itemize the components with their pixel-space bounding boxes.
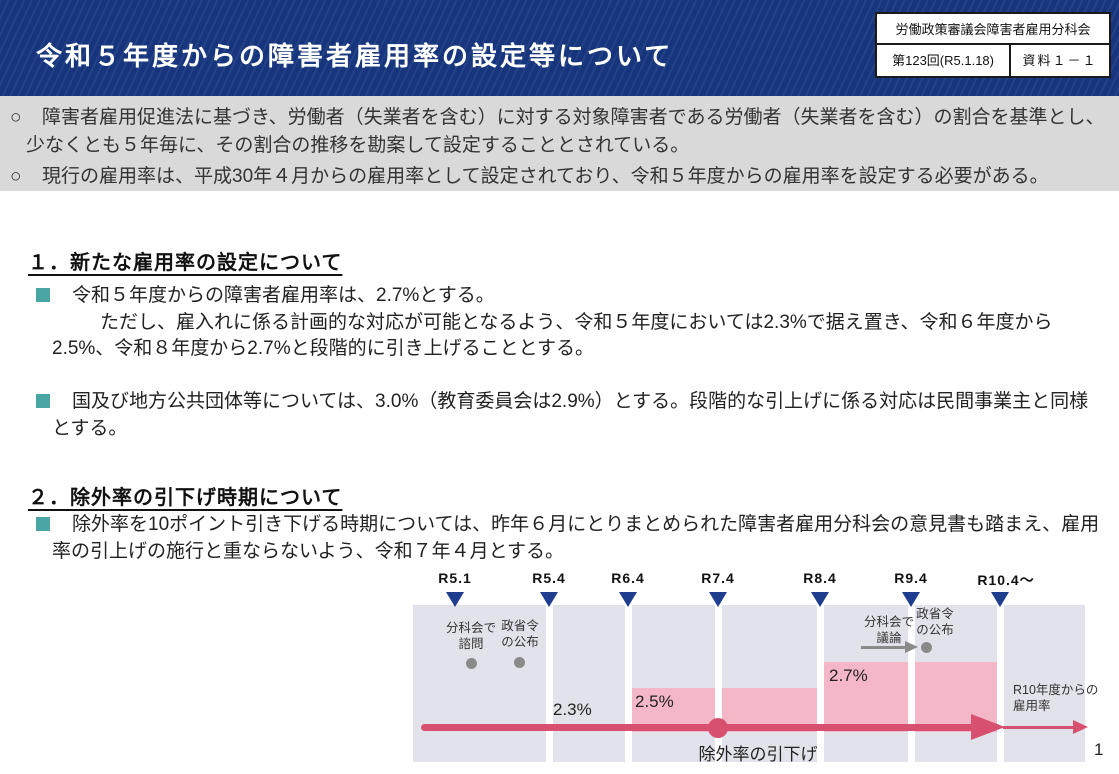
committee-name: 労働政策審議会障害者雇用分科会 [877, 14, 1109, 45]
square-bullet-icon [36, 394, 50, 408]
milestone-label-r10-4: R10.4～ [977, 572, 1035, 588]
gray-arrow-icon [861, 646, 905, 649]
square-bullet-icon [36, 517, 50, 531]
circle-bullet-icon: ○ [10, 166, 22, 188]
milestone-label-r6-4: R6.4 [611, 570, 645, 586]
timeline-diagram: R5.1 R5.4 R6.4 R7.4 R8.4 R9.4 R10.4～ 分科会… [413, 570, 1103, 770]
triangle-marker-icon [991, 592, 1009, 607]
summary-box: ○ 障害者雇用促進法に基づき、労働者（失業者を含む）に対する対象障害者である労働者… [0, 96, 1119, 191]
annotation-discuss: 分科会で議論 [863, 615, 914, 646]
red-arrowhead-icon [971, 714, 1005, 740]
document-number: 資料１－１ [1022, 53, 1098, 68]
square-bullet-icon [36, 288, 50, 302]
summary-point-1-text: 障害者雇用促進法に基づき、労働者（失業者を含む）に対する対象障害者である労働者（… [26, 107, 1105, 157]
section1-heading: １．新たな雇用率の設定について [28, 252, 343, 274]
section2-item1: 除外率を10ポイント引き下げる時期については、昨年６月にとりまとめられた障害者雇… [36, 512, 1104, 565]
continuation-line [1003, 726, 1075, 729]
milestone-label-r5-4: R5.4 [532, 570, 566, 586]
rate-block-2-7 [818, 662, 997, 732]
summary-point-1: ○ 障害者雇用促進法に基づき、労働者（失業者を含む）に対する対象障害者である労働者… [10, 104, 1109, 160]
gray-arrowhead-icon [905, 641, 918, 653]
section2-item1-text: 除外率を10ポイント引き下げる時期については、昨年６月にとりまとめられた障害者雇… [52, 514, 1100, 562]
page-number: 1 [1094, 740, 1104, 759]
milestone-label-r9-4: R9.4 [894, 570, 928, 586]
section1-item2: 国及び地方公共団体等については、3.0%（教育委員会は2.9%）とする。段階的な… [36, 389, 1104, 442]
timeline-divider [715, 605, 722, 762]
annotation-consult: 分科会で諮問 [445, 621, 496, 652]
exclusion-rate-label: 除外率の引下げ [698, 745, 818, 764]
triangle-marker-icon [811, 592, 829, 607]
page-title: 令和５年度からの障害者雇用率の設定等について [36, 41, 674, 71]
section1-item2-text: 国及び地方公共団体等については、3.0%（教育委員会は2.9%）とする。段階的な… [52, 391, 1089, 439]
exclusion-point-dot [708, 718, 728, 738]
triangle-marker-icon [619, 592, 637, 607]
annotation-future-rate: R10年度からの雇用率 [1013, 683, 1099, 714]
annotation-publish-2: 政省令の公布 [916, 607, 954, 638]
section1-item1: 令和５年度からの障害者雇用率は、2.7%とする。 ただし、雇入れに係る計画的な対… [36, 283, 1104, 363]
rate-label-2-7: 2.7% [829, 666, 868, 685]
section1-item1-line2: ただし、雇入れに係る計画的な対応が可能となるよう、令和５年度においては2.3%で… [52, 311, 1053, 360]
gray-dot-icon [466, 658, 477, 669]
rate-label-2-3: 2.3% [553, 700, 592, 719]
triangle-marker-icon [540, 592, 558, 607]
timeline-divider [908, 605, 915, 762]
circle-bullet-icon: ○ [10, 107, 22, 128]
gray-dot-icon [514, 657, 525, 668]
summary-point-2: ○ 現行の雇用率は、平成30年４月からの雇用率として設定されており、令和５年度から… [10, 163, 1109, 191]
triangle-marker-icon [446, 592, 464, 607]
section2-heading: ２．除外率の引下げ時期について [28, 487, 343, 509]
meeting-info-row: 第123回(R5.1.18) 資料１－１ [877, 45, 1109, 76]
timeline-red-line [421, 724, 981, 731]
gray-dot-icon [921, 642, 932, 653]
timeline-divider [817, 605, 824, 762]
annotation-publish-1: 政省令の公布 [501, 619, 539, 650]
triangle-marker-icon [709, 592, 727, 607]
meeting-info-box: 労働政策審議会障害者雇用分科会 第123回(R5.1.18) 資料１－１ [875, 12, 1111, 78]
section1-item1-line1: 令和５年度からの障害者雇用率は、2.7%とする。 [72, 285, 495, 306]
timeline-divider [546, 605, 553, 762]
triangle-marker-icon [902, 592, 920, 607]
timeline-divider [997, 605, 1004, 762]
milestone-label-r8-4: R8.4 [803, 570, 837, 586]
small-red-arrowhead-icon [1073, 720, 1088, 734]
session-number: 第123回(R5.1.18) [877, 45, 1012, 76]
summary-point-2-text: 現行の雇用率は、平成30年４月からの雇用率として設定されており、令和５年度からの… [42, 166, 1049, 188]
timeline-divider [625, 605, 632, 762]
milestone-label-r5-1: R5.1 [438, 570, 472, 586]
rate-label-2-5: 2.5% [635, 692, 674, 711]
milestone-label-r7-4: R7.4 [701, 570, 735, 586]
